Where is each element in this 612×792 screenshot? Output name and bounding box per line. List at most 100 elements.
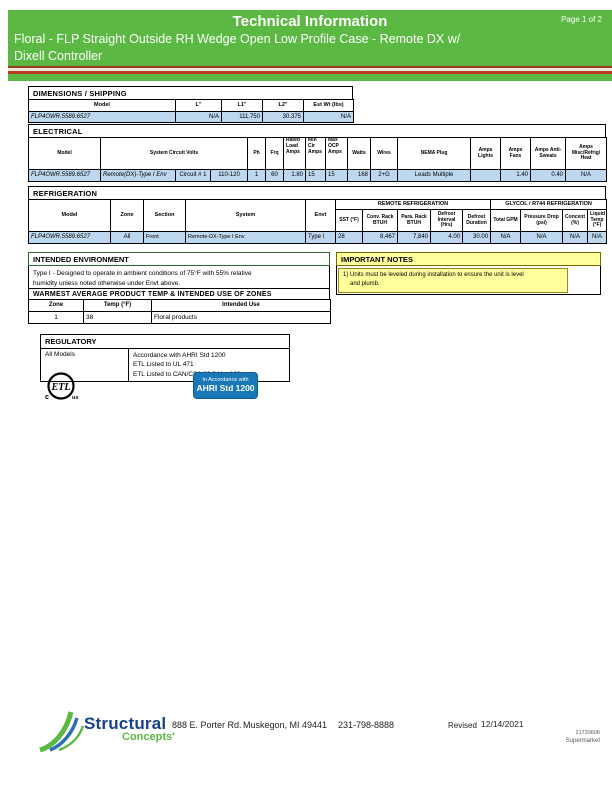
col-header-para-rack-btuh: Para. Rack BTUH bbox=[397, 209, 431, 232]
cell-sst: 28 bbox=[335, 231, 363, 244]
page-number-label: Page 1 of 2 bbox=[561, 15, 602, 24]
cell-zone: All bbox=[110, 231, 144, 244]
note-line2: and plumb. bbox=[350, 281, 380, 288]
regulatory-line3: ETL Listed to CAN/CSA 22.2 No. 120 bbox=[133, 370, 241, 378]
cell-conv-rack-btuh: 8,467 bbox=[362, 231, 398, 244]
regulatory-line1: Accordance with AHRI Std 1200 bbox=[133, 352, 226, 359]
divider-stripe-red bbox=[8, 71, 612, 74]
cell-amps-fans: 1.40 bbox=[500, 169, 532, 182]
cell-system-type-env: Remote(DX)-Type I Env bbox=[100, 169, 176, 182]
cell-circuit: Circuit # 1 bbox=[175, 169, 211, 182]
intended-environment-line1: Type I - Designed to operate in ambient … bbox=[33, 270, 252, 277]
cell-zone: 1 bbox=[28, 311, 84, 324]
col-header-frq: Frq bbox=[265, 137, 285, 170]
refrigeration-title: REFRIGERATION bbox=[28, 186, 606, 200]
col-header-envt: Envt bbox=[305, 199, 336, 232]
regulatory-standards: Accordance with AHRI Std 1200 ETL Listed… bbox=[129, 349, 289, 381]
col-header-l: L" bbox=[175, 99, 222, 112]
col-header-max-ocp-amps: Max OCP Amps bbox=[325, 137, 349, 170]
refrigeration-section: REFRIGERATION Model Zone Section System … bbox=[28, 186, 608, 244]
col-header-zone: Zone bbox=[110, 199, 144, 232]
regulatory-body: All Models Accordance with AHRI Std 1200… bbox=[41, 349, 289, 382]
cell-est-wt: N/A bbox=[303, 111, 354, 123]
intended-environment-section: INTENDED ENVIRONMENT Type I - Designed t… bbox=[28, 252, 330, 290]
col-header-ph: Ph bbox=[247, 137, 267, 170]
intended-environment-title: INTENDED ENVIRONMENT bbox=[28, 252, 330, 266]
ahri-badge-line1: In Accordance with bbox=[202, 377, 249, 383]
electrical-section: ELECTRICAL Model System Circuit Volts Ph… bbox=[28, 124, 608, 182]
col-header-model: Model bbox=[28, 199, 111, 232]
cell-amps-misc-refrig-heat: N/A bbox=[565, 169, 608, 182]
cell-defrost-duration: 30.00 bbox=[461, 231, 492, 244]
cell-temp: 38 bbox=[83, 311, 152, 324]
structural-concepts-logo-icon bbox=[36, 710, 88, 757]
col-header-min-cir-amps: Min Cir Amps bbox=[305, 137, 327, 170]
col-header-amps-misc-refrig-heat: Amps Misc/Refrig/ Heat bbox=[565, 137, 608, 170]
col-header-l2: L2" bbox=[262, 99, 304, 112]
cell-wires: 2+G bbox=[370, 169, 399, 182]
refrigeration-table: Model Zone Section System Envt REMOTE RE… bbox=[28, 199, 608, 244]
group-header-remote-refrigeration: REMOTE REFRIGERATION bbox=[334, 199, 492, 210]
cell-system: Remote-DX-Type I Env bbox=[185, 231, 306, 244]
col-header-model: Model bbox=[28, 99, 176, 112]
divider-stripe-green bbox=[8, 74, 612, 81]
table-row: FLP4OWR.5589.6527 N/A 111.750 30.375 N/A bbox=[28, 111, 354, 123]
regulatory-line2: ETL Listed to UL 471 bbox=[133, 361, 194, 369]
col-header-pressure-drop: Pressure Drop (psi) bbox=[520, 209, 564, 232]
cell-model: FLP4OWR.5589.6527 bbox=[28, 169, 101, 182]
footer-city: Muskegon, MI 49441 bbox=[243, 720, 328, 730]
col-header-temp: Temp (°F) bbox=[83, 299, 152, 312]
cell-rated-load-amps: 1.80 bbox=[283, 169, 307, 182]
dimensions-shipping-title: DIMENSIONS / SHIPPING bbox=[28, 86, 353, 100]
table-row: 1 38 Floral products bbox=[28, 311, 331, 324]
document-subtitle-line2: Dixell Controller bbox=[14, 49, 103, 63]
svg-text:us: us bbox=[72, 395, 78, 401]
footer-address: 888 E. Porter Rd. bbox=[172, 720, 242, 730]
col-header-est-wt: Est Wt (lbs) bbox=[303, 99, 354, 112]
col-header-section: Section bbox=[143, 199, 186, 232]
divider-stripe-dark-red bbox=[8, 66, 612, 68]
brand-name-structural: Structural bbox=[84, 714, 167, 733]
regulatory-section: REGULATORY All Models Accordance with AH… bbox=[40, 334, 290, 383]
col-header-l1: L1" bbox=[221, 99, 263, 112]
note-line1: 1) Units must be leveled during installa… bbox=[343, 272, 524, 278]
col-header-conv-rack-btuh: Conv. Rack BTUH bbox=[362, 209, 398, 232]
svg-text:c: c bbox=[45, 394, 49, 401]
cell-liquid-temp: N/A bbox=[587, 231, 608, 244]
cell-model: FLP4OWR.5589.6527 bbox=[28, 111, 176, 123]
cell-amps-anti-sweats: 0.40 bbox=[530, 169, 567, 182]
footer-phone: 231-798-8888 bbox=[338, 720, 395, 730]
document-type: Supermarket bbox=[565, 738, 600, 744]
document-number: 21733606 bbox=[575, 730, 600, 736]
header-banner: Technical Information Page 1 of 2 Floral… bbox=[8, 10, 612, 66]
ahri-certification-badge: In Accordance with AHRI Std 1200 bbox=[193, 372, 258, 399]
cell-max-ocp-amps: 15 bbox=[325, 169, 349, 182]
cell-intended-use: Floral products bbox=[151, 311, 331, 324]
dimensions-shipping-section: DIMENSIONS / SHIPPING Model L" L1" L2" E… bbox=[28, 86, 354, 123]
footer: Structural Concepts' 888 E. Porter Rd. M… bbox=[0, 706, 612, 766]
col-header-wires: Wires bbox=[370, 137, 399, 170]
brand-name-concepts: Concepts' bbox=[122, 731, 175, 743]
revised-date: 12/14/2021 bbox=[481, 719, 524, 729]
cell-l1: 111.750 bbox=[221, 111, 263, 123]
electrical-table: Model System Circuit Volts Ph Frq Rated … bbox=[28, 137, 608, 182]
col-header-nema-plug: NEMA Plug bbox=[397, 137, 472, 170]
cell-section: Front bbox=[143, 231, 186, 244]
cell-para-rack-btuh: 7,840 bbox=[397, 231, 431, 244]
cell-min-cir-amps: 15 bbox=[305, 169, 327, 182]
cell-watts: 168 bbox=[347, 169, 372, 182]
cell-model: FLP4OWR.5589.6527 bbox=[28, 231, 111, 244]
important-notes-section: IMPORTANT NOTES 1) Units must be leveled… bbox=[336, 252, 601, 295]
col-header-sst: SST (°F) bbox=[335, 209, 363, 232]
col-header-amps-anti-sweats: Amps Anti-Sweats bbox=[530, 137, 567, 170]
col-header-amps-lights: Amps Lights bbox=[470, 137, 502, 170]
table-row: FLP4OWR.5589.6527 All Front Remote-DX-Ty… bbox=[28, 231, 608, 244]
intended-environment-line2: humidity unless noted otherwise under En… bbox=[33, 279, 181, 287]
cell-amps-lights bbox=[470, 169, 502, 182]
col-header-amps-fans: Amps Fans bbox=[500, 137, 532, 170]
cell-concent: N/A bbox=[562, 231, 589, 244]
electrical-title: ELECTRICAL bbox=[28, 124, 606, 138]
document-subtitle-line1: Floral - FLP Straight Outside RH Wedge O… bbox=[14, 32, 461, 46]
important-notes-title: IMPORTANT NOTES bbox=[336, 252, 601, 266]
